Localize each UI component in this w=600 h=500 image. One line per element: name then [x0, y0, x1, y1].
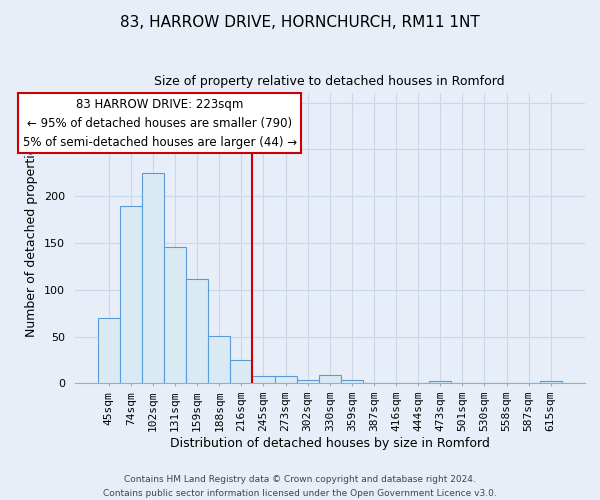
Bar [186, 280, 208, 384]
Text: Contains HM Land Registry data © Crown copyright and database right 2024.
Contai: Contains HM Land Registry data © Crown c… [103, 476, 497, 498]
Bar [540, 382, 562, 384]
X-axis label: Distribution of detached houses by size in Romford: Distribution of detached houses by size … [170, 437, 490, 450]
Bar [253, 376, 275, 384]
Bar [275, 376, 296, 384]
Title: Size of property relative to detached houses in Romford: Size of property relative to detached ho… [154, 75, 505, 88]
Text: 83 HARROW DRIVE: 223sqm
← 95% of detached houses are smaller (790)
5% of semi-de: 83 HARROW DRIVE: 223sqm ← 95% of detache… [23, 98, 296, 148]
Bar [230, 360, 253, 384]
Bar [296, 380, 319, 384]
Bar [208, 336, 230, 384]
Bar [164, 246, 186, 384]
Bar [429, 382, 451, 384]
Bar [120, 206, 142, 384]
Text: 83, HARROW DRIVE, HORNCHURCH, RM11 1NT: 83, HARROW DRIVE, HORNCHURCH, RM11 1NT [120, 15, 480, 30]
Bar [341, 380, 363, 384]
Y-axis label: Number of detached properties: Number of detached properties [25, 140, 38, 337]
Bar [142, 173, 164, 384]
Bar [319, 375, 341, 384]
Bar [98, 318, 120, 384]
